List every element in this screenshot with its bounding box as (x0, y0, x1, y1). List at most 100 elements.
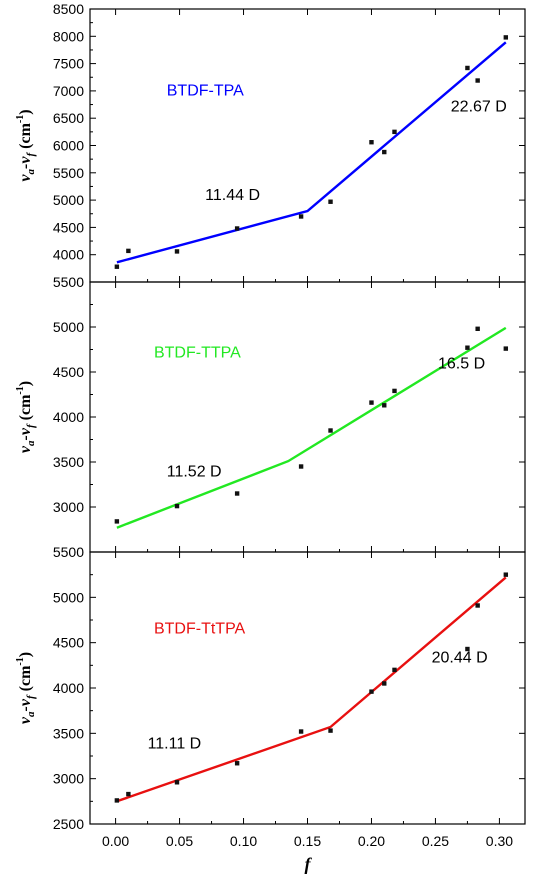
data-point (234, 491, 240, 496)
y-tick-label: 5500 (53, 165, 84, 181)
data-point (475, 326, 480, 331)
data-point (114, 519, 120, 524)
ylabel-unit: (cm (17, 122, 34, 152)
data-point (382, 149, 387, 155)
x-tick-label: 0.25 (422, 833, 449, 849)
plot-frame (89, 8, 526, 283)
ylabel-nu: ν (17, 445, 34, 453)
slope-annotation: 11.11 D (148, 736, 202, 753)
data-point (475, 78, 480, 83)
fit-line (116, 326, 507, 529)
ylabel-sub-f: f (25, 152, 37, 157)
ylabel-close: ) (17, 652, 34, 657)
data-point (328, 728, 333, 733)
y-tick-label: 7500 (53, 56, 84, 72)
fit-line (116, 576, 507, 803)
data-point (126, 248, 131, 254)
data-point (234, 761, 240, 766)
data-point (328, 428, 333, 433)
ylabel-sup: -1 (15, 115, 26, 123)
y-tick-label: 5000 (53, 192, 84, 208)
data-point (475, 603, 480, 608)
ylabel-close: ) (17, 381, 34, 386)
plot-frame (89, 551, 526, 825)
y-tick-label: 4000 (53, 247, 84, 263)
data-point (114, 264, 120, 269)
slope-annotation: 22.67 D (451, 99, 507, 116)
y-tick-label: 4500 (53, 635, 84, 651)
ylabel-sub-a: a (25, 168, 37, 174)
x-tick-label: 0.30 (486, 833, 513, 849)
data-point (234, 226, 240, 231)
slope-annotation: 20.44 D (432, 650, 488, 667)
y-axis-label: νa-νf (cm-1) (15, 109, 37, 181)
ylabel-sub-f: f (25, 423, 37, 428)
y-tick-label: 5000 (53, 319, 84, 335)
y-tick-label: 6000 (53, 138, 84, 154)
x-tick-label: 0.05 (166, 833, 193, 849)
data-point (126, 791, 131, 797)
data-point (369, 689, 374, 694)
y-tick-label: 7000 (53, 83, 84, 99)
data-point (174, 780, 180, 785)
ylabel-close: ) (17, 109, 34, 114)
slope-annotation: 11.52 D (167, 463, 222, 480)
data-point (392, 129, 397, 135)
ylabel-unit: (cm (17, 665, 34, 695)
y-tick-label: 5000 (53, 589, 84, 605)
data-point (392, 388, 397, 394)
data-point (114, 798, 120, 803)
slope-annotation: 11.44 D (205, 187, 260, 204)
x-axis: 0.00 0.05 0.10 0.15 0.20 0.25 0.30 f (102, 9, 513, 874)
y-tick-label: 4000 (53, 680, 84, 696)
y-tick-label: 3500 (53, 454, 84, 470)
data-point (465, 646, 470, 652)
y-tick-label: 8000 (53, 28, 84, 44)
ylabel-unit: (cm (17, 394, 34, 424)
y-axis-label: νa-νf (cm-1) (15, 652, 37, 724)
data-point (503, 35, 509, 40)
data-point (382, 681, 387, 686)
y-tick-label: 5500 (53, 544, 84, 560)
data-point (298, 729, 304, 734)
data-point (382, 403, 387, 408)
y-axis-label: νa-νf (cm-1) (15, 381, 37, 453)
data-point (174, 503, 180, 509)
data-point (328, 199, 333, 204)
y-tick-label: 8500 (53, 1, 84, 17)
y-tick-label: 2500 (53, 816, 84, 832)
y-tick-label: 4500 (53, 364, 84, 380)
y-tick-label: 5500 (53, 274, 84, 290)
panel-2: 3000 3500 4000 4500 5000 5500 νa-νf (cm-1) 11.5… (15, 274, 526, 553)
ylabel-nu: ν (17, 716, 34, 724)
data-point (503, 572, 509, 577)
slope-annotation: 16.5 D (438, 355, 485, 372)
ylabel-sub-f: f (25, 694, 37, 699)
data-point (392, 667, 397, 673)
ylabel-sep: -ν (17, 427, 34, 440)
y-tick-label: 4000 (53, 409, 84, 425)
data-point (465, 345, 470, 350)
data-point (503, 346, 509, 351)
ylabel-sup: -1 (15, 386, 26, 394)
x-tick-label: 0.00 (102, 833, 129, 849)
series-label: BTDF-TTPA (154, 345, 241, 362)
plot-frame (89, 281, 526, 553)
y-tick-label: 3500 (53, 725, 84, 741)
y-tick-label: 4500 (53, 219, 84, 235)
data-point (369, 400, 374, 405)
panel-3: 2500 3000 3500 4000 4500 5000 5500 νa-νf (cm-1)… (15, 544, 526, 832)
y-tick-label: 3000 (53, 771, 84, 787)
ylabel-sep: -ν (17, 698, 34, 711)
ylabel-sep: -ν (17, 156, 34, 169)
panel-1: 4000 4500 5000 5500 6000 6500 7000 7500 8000 8500… (15, 1, 526, 283)
ylabel-sub-a: a (25, 440, 37, 446)
y-tick-label: 6500 (53, 110, 84, 126)
ylabel-sup: -1 (15, 657, 26, 665)
x-tick-label: 0.10 (230, 833, 257, 849)
ylabel-nu: ν (17, 174, 34, 182)
data-point (174, 249, 180, 254)
data-point (369, 140, 374, 145)
ylabel-sub-a: a (25, 711, 37, 717)
